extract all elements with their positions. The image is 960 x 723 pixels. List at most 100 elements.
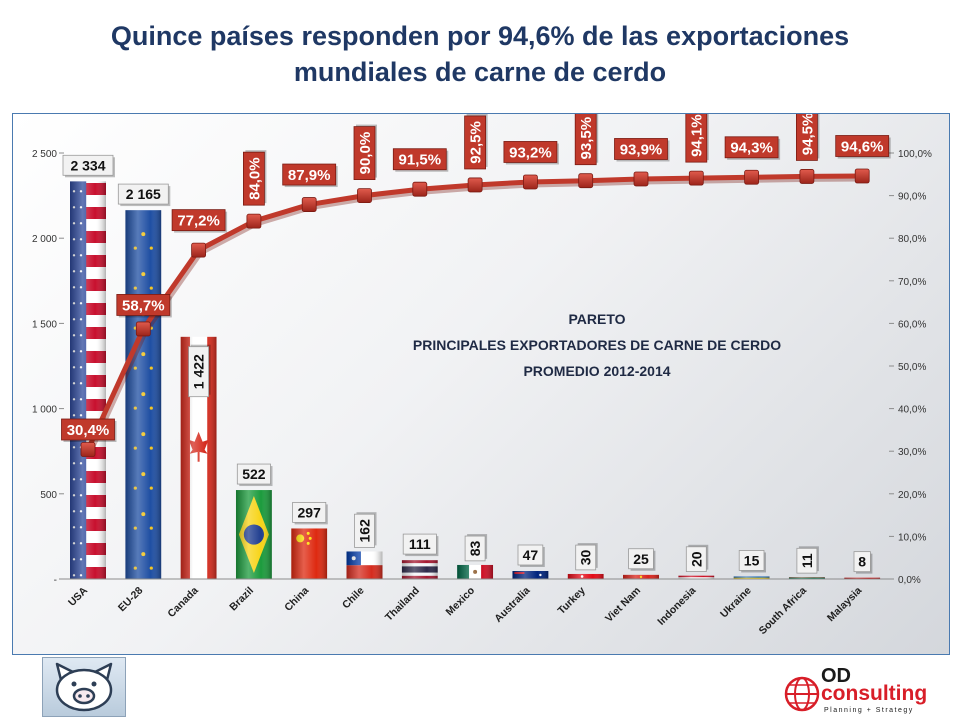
y-left-tick-label: - (54, 575, 57, 586)
svg-text:93,5%: 93,5% (578, 117, 595, 160)
value-label: 162 (354, 512, 377, 548)
title-line-2: mundiales de carne de cerdo (293, 57, 667, 87)
y-left-tick-label: 2 000 (32, 234, 57, 245)
percent-label: 58,7% (116, 294, 172, 318)
value-label: 15 (738, 550, 766, 573)
svg-text:91,5%: 91,5% (399, 152, 442, 169)
y-right-tick-label: 100,0% (898, 149, 932, 160)
svg-text:58,7%: 58,7% (122, 297, 165, 314)
bar-shading (125, 210, 162, 579)
bar-shading (235, 490, 272, 579)
value-label: 30 (575, 543, 598, 571)
svg-text:87,9%: 87,9% (288, 167, 331, 184)
od-consulting-logo-graphic: OD consulting Planning + Strategy (766, 656, 946, 716)
bar-shading (844, 577, 881, 580)
value-label: 25 (628, 548, 656, 571)
svg-text:30,4%: 30,4% (67, 422, 110, 439)
slide-title: Quince países responden por 94,6% de las… (0, 18, 960, 90)
x-tick-label: China (282, 585, 311, 614)
svg-text:8: 8 (858, 554, 866, 570)
bar-eu-28 (125, 210, 162, 579)
bar-shading (567, 573, 604, 579)
percent-label: 91,5% (392, 148, 449, 172)
y-left-tick-label: 500 (40, 490, 57, 501)
chart-subtitle-line: PARETO (568, 311, 625, 327)
svg-text:297: 297 (298, 504, 322, 520)
x-tick-label: Brazil (227, 585, 256, 614)
bar-malaysia (844, 577, 881, 580)
pareto-point-marker (578, 173, 594, 189)
svg-text:93,9%: 93,9% (620, 141, 663, 158)
od-consulting-logo: OD consulting Planning + Strategy (764, 654, 954, 718)
pig-logo (42, 657, 126, 717)
percent-label: 90,0% (353, 124, 378, 180)
value-label: 522 (236, 463, 273, 487)
labels-layer: 2 334 2 165 1 422 522 297 162 111 83 47 30 25 20 15 1… (61, 114, 891, 574)
x-tick-label: Australia (492, 585, 532, 625)
svg-text:522: 522 (242, 466, 266, 482)
pareto-point-marker (135, 321, 151, 337)
brand-tagline: Planning + Strategy (824, 707, 914, 714)
x-tick-label: Chile (340, 585, 367, 612)
svg-text:15: 15 (744, 552, 760, 568)
percent-label: 93,5% (574, 114, 599, 166)
percent-label: 94,3% (724, 136, 781, 160)
bar-ukraine (733, 576, 770, 579)
svg-text:111: 111 (409, 536, 431, 552)
x-tick-label: Thailand (383, 585, 422, 624)
x-tick-label: Viet Nam (603, 585, 643, 625)
svg-text:25: 25 (633, 551, 649, 567)
pareto-point-marker (357, 188, 372, 203)
svg-text:94,1%: 94,1% (689, 114, 706, 157)
bar-brazil (235, 490, 272, 579)
value-label: 83 (464, 534, 488, 562)
svg-text:11: 11 (799, 553, 815, 568)
x-tick-label: Turkey (556, 585, 588, 617)
chart-subtitle-line: PROMEDIO 2012-2014 (523, 363, 670, 379)
percent-label: 94,1% (685, 114, 709, 163)
y-right-tick-label: 30,0% (898, 447, 926, 458)
value-label: 1 422 (188, 344, 211, 398)
pareto-point-marker (246, 213, 262, 229)
x-tick-label: Ukraine (718, 585, 754, 621)
svg-text:84,0%: 84,0% (246, 157, 263, 200)
pareto-point-marker (80, 442, 96, 457)
percent-label: 30,4% (61, 418, 117, 442)
pareto-point-marker (854, 168, 870, 184)
bar-shading (678, 575, 715, 579)
percent-label: 94,6% (835, 135, 891, 159)
svg-text:83: 83 (467, 540, 483, 556)
y-left-tick-label: 1 000 (32, 405, 57, 416)
x-tick-label: USA (66, 584, 90, 608)
bar-shading (512, 570, 549, 579)
pareto-line-layer (80, 168, 870, 457)
x-tick-label: EU-28 (116, 585, 146, 615)
bar-shading (346, 551, 383, 579)
svg-text:93,2%: 93,2% (509, 144, 552, 161)
svg-text:94,3%: 94,3% (730, 140, 773, 157)
svg-text:94,5%: 94,5% (799, 114, 816, 155)
pareto-chart-panel: - 500 1 000 1 500 2 000 2 500 0,0% 10,0% 20,0% 30… (12, 113, 950, 655)
bar-viet-nam (623, 574, 659, 579)
bar-thailand (401, 560, 438, 579)
title-line-1: Quince países responden por 94,6% de las… (110, 21, 850, 51)
bars-layer (70, 181, 881, 580)
y-right-tick-label: 70,0% (898, 277, 926, 288)
value-label: 11 (796, 546, 819, 574)
chart-subtitle-line: PRINCIPALES EXPORTADORES DE CARNE DE CER… (413, 337, 781, 353)
pareto-point-marker (799, 169, 815, 184)
pig-face-icon (55, 662, 113, 712)
bar-australia (512, 570, 549, 579)
bar-shading (733, 576, 770, 579)
svg-text:1 422: 1 422 (191, 354, 207, 389)
bar-canada (180, 336, 217, 579)
pareto-chart: - 500 1 000 1 500 2 000 2 500 0,0% 10,0% 20,0% 30… (32, 114, 932, 637)
bar-mexico (457, 564, 494, 579)
y-right-tick-label: 50,0% (898, 362, 926, 373)
bar-indonesia (678, 575, 715, 579)
y-right-tick-label: 40,0% (898, 405, 926, 416)
percent-label: 77,2% (171, 209, 228, 233)
y-right-tick-label: 90,0% (898, 192, 926, 203)
value-label: 2 334 (62, 154, 115, 178)
percent-label: 84,0% (242, 150, 267, 206)
